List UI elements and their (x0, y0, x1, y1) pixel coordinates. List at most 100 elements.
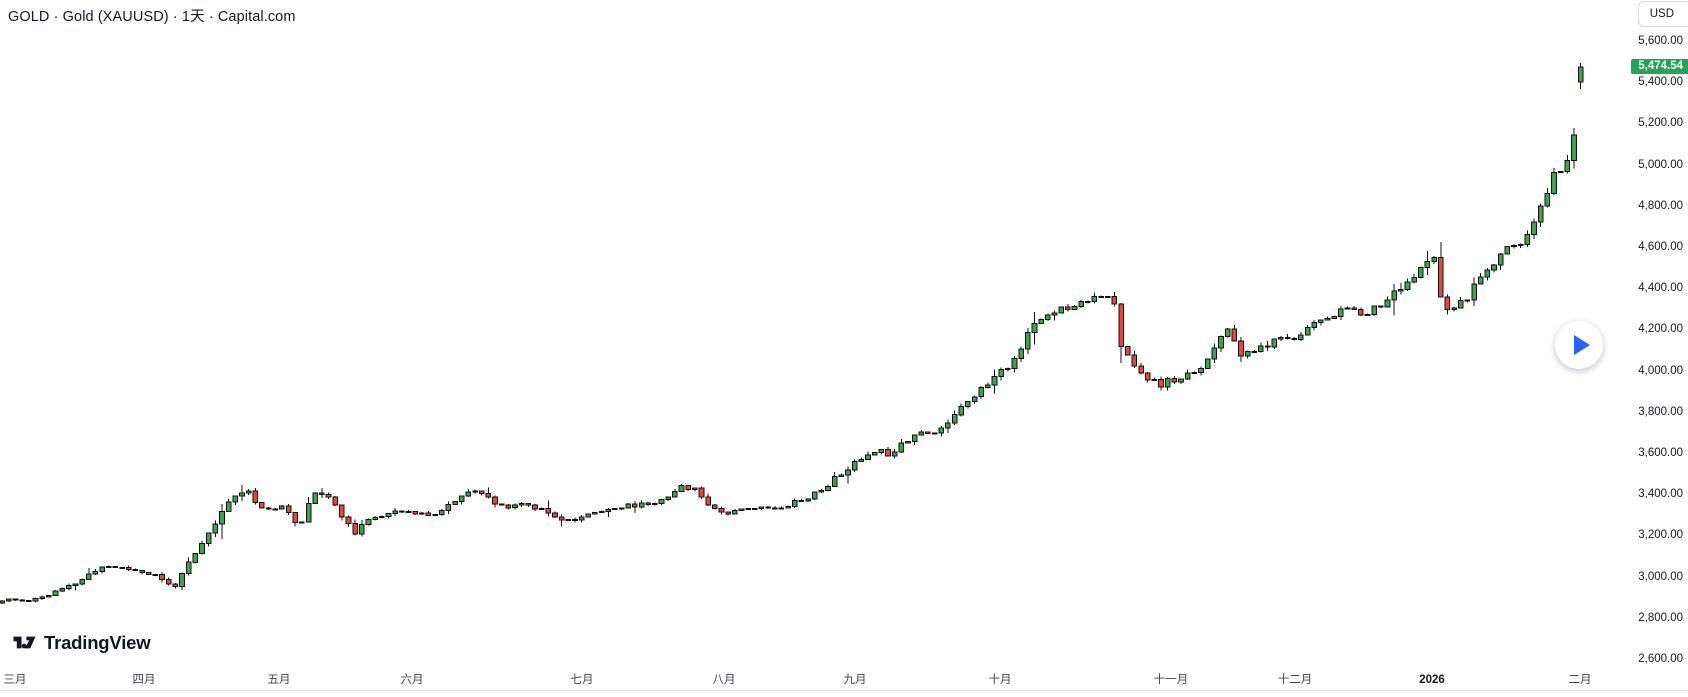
play-button[interactable] (1555, 321, 1603, 369)
candle-down (1124, 346, 1131, 356)
time-tick-label: 六月 (400, 674, 424, 686)
candle-up (758, 506, 765, 510)
candle-up (1211, 347, 1218, 360)
candle-down (705, 496, 712, 506)
candle-down (772, 507, 778, 510)
candle-down (159, 574, 165, 580)
candle-down (352, 523, 358, 535)
candle-up (1424, 260, 1431, 268)
candle-up (472, 490, 478, 493)
candle-up (119, 566, 125, 569)
candle-down (412, 511, 418, 515)
candle-up (365, 519, 372, 525)
candle-down (558, 516, 565, 521)
candle-up (658, 499, 665, 504)
candle-up (838, 474, 845, 478)
candle-up (732, 510, 738, 515)
price-tick-label: 4,800.00 (1638, 199, 1683, 212)
candle-down (1098, 295, 1104, 298)
candle-up (512, 504, 518, 509)
candle-up (1218, 335, 1224, 349)
candle-up (1517, 244, 1524, 247)
candle-up (279, 505, 285, 510)
candle-up (1364, 314, 1371, 317)
candle-up (778, 507, 785, 510)
candle-up (1338, 308, 1344, 317)
price-tick-label: 5,400.00 (1638, 76, 1683, 89)
candle-up (1457, 300, 1464, 309)
candle-up (1025, 332, 1031, 350)
candle-down (685, 485, 692, 491)
price-tick-label: 3,600.00 (1638, 447, 1683, 459)
candle-up (312, 492, 318, 505)
candle-up (998, 369, 1005, 378)
candle-up (978, 387, 985, 398)
candle-down (259, 501, 265, 509)
candle-up (1031, 322, 1038, 334)
candle-up (452, 501, 458, 505)
candle-up (359, 523, 365, 535)
candle-down (885, 448, 891, 457)
candle-up (1198, 368, 1204, 374)
candle-down (485, 493, 492, 498)
candle-down (165, 578, 172, 585)
candle-up (991, 376, 998, 386)
candle-down (1111, 295, 1118, 305)
candle-down (1444, 296, 1451, 311)
candle-up (805, 498, 811, 502)
candle-up (405, 511, 412, 514)
candle-down (698, 487, 705, 498)
candle-up (1371, 305, 1378, 316)
candle-down (1118, 303, 1124, 348)
candle-up (1011, 358, 1018, 370)
candle-down (1065, 306, 1071, 310)
candle-up (66, 585, 72, 589)
candle-up (232, 495, 239, 503)
last-price-badge: 5,474.54 (1631, 59, 1688, 75)
candle-up (1404, 281, 1411, 290)
candle-up (1571, 134, 1577, 161)
time-tick-label: 七月 (570, 674, 594, 686)
candle-up (1151, 379, 1158, 382)
symbol-title[interactable]: GOLD · Gold (XAUUSD) · 1天 · Capital.com (8, 9, 296, 25)
candle-down (285, 505, 292, 514)
candle-up (1511, 245, 1517, 248)
currency-button[interactable]: USD (1637, 1, 1688, 27)
candle-down (252, 490, 259, 503)
candle-up (0, 600, 5, 604)
tradingview-logo[interactable]: TradingView (12, 630, 151, 655)
candle-up (1531, 221, 1537, 235)
candle-up (598, 511, 605, 514)
candle-up (871, 451, 878, 456)
candle-up (785, 505, 791, 509)
candle-down (26, 599, 32, 602)
candle-down (645, 502, 652, 505)
candle-down (319, 492, 325, 495)
candle-up (592, 511, 598, 515)
candle-up (239, 492, 245, 497)
candle-up (445, 503, 452, 511)
candle-down (332, 496, 338, 506)
time-tick-label: 二月 (1568, 674, 1592, 686)
time-tick-label: 五月 (267, 674, 291, 686)
candle-up (905, 441, 911, 444)
candle-up (39, 596, 46, 600)
candle-down (1131, 354, 1138, 367)
candle-down (632, 503, 638, 508)
candle-up (1544, 193, 1551, 207)
time-tick-label: 2026 (1419, 674, 1445, 686)
candle-up (1045, 314, 1051, 320)
candle-up (1005, 368, 1011, 371)
candle-down (425, 512, 432, 517)
candle-up (1577, 66, 1584, 83)
candle-up (299, 521, 305, 524)
candle-up (1091, 295, 1098, 303)
candle-up (1105, 295, 1111, 298)
candle-up (1271, 338, 1278, 348)
candle-up (1164, 377, 1171, 388)
candle-up (1071, 305, 1078, 310)
candle-up (985, 384, 991, 389)
candle-up (652, 502, 658, 506)
